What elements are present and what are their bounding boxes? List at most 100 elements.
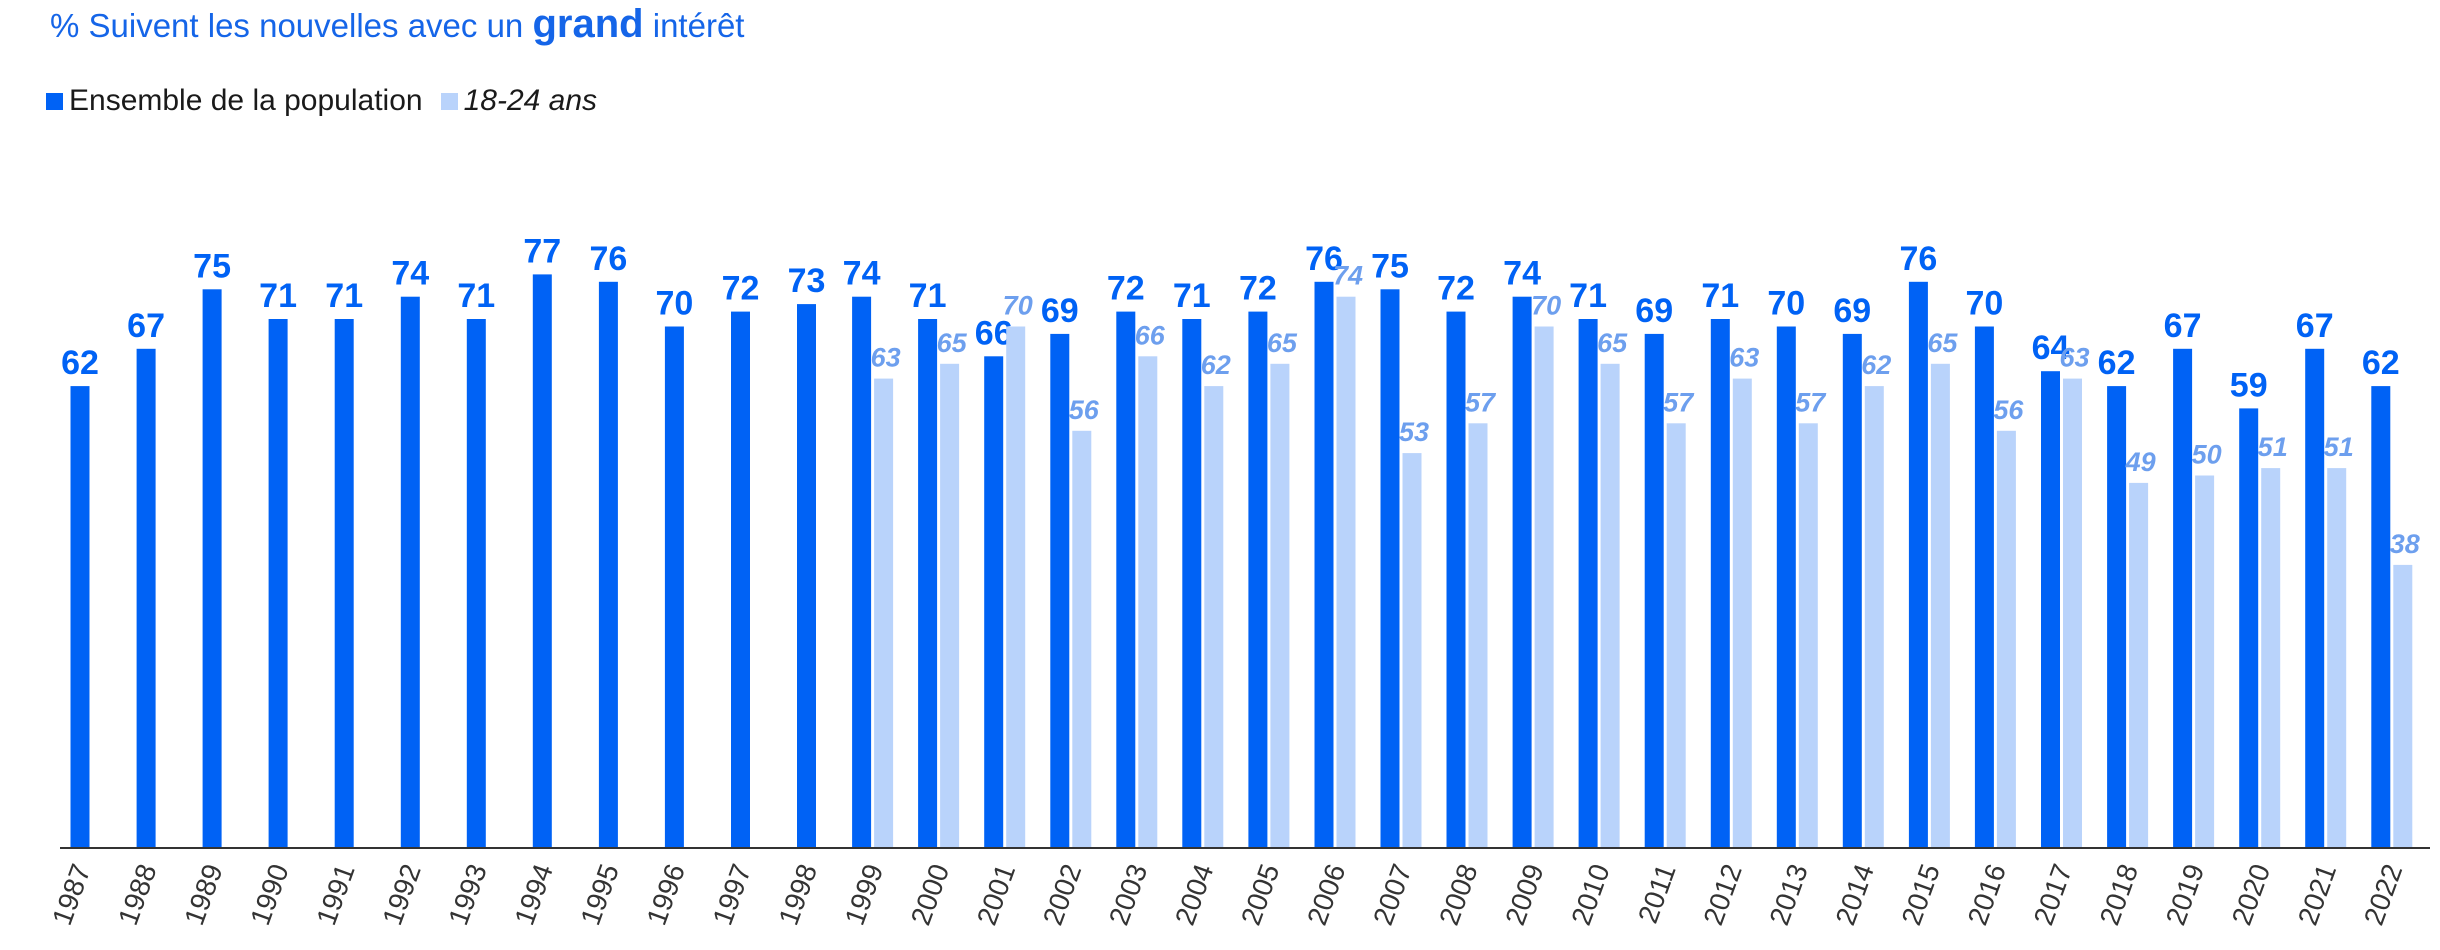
bar-all-2019 <box>2173 348 2193 848</box>
bar-all-1995 <box>598 281 618 848</box>
x-tick-label-2015: 2015 <box>1896 860 1946 929</box>
bar-all-2021 <box>2305 348 2325 848</box>
bar-all-2016 <box>1974 326 1994 848</box>
bar-all-2010 <box>1578 319 1598 848</box>
data-label-young-2019: 50 <box>2192 440 2222 470</box>
data-label-young-2010: 65 <box>1597 328 1628 358</box>
data-label-young-2021: 51 <box>2324 432 2354 462</box>
data-label-all-1987: 62 <box>61 344 99 382</box>
x-tick-label-2009: 2009 <box>1499 860 1549 929</box>
x-tick-label-2020: 2020 <box>2226 860 2276 929</box>
bar-young-2017 <box>2063 378 2082 848</box>
x-tick-label-2003: 2003 <box>1103 860 1153 929</box>
data-label-all-1988: 67 <box>127 307 165 345</box>
bar-young-2008 <box>1468 423 1488 848</box>
bar-young-2016 <box>1996 430 2016 848</box>
data-label-all-1993: 71 <box>457 277 495 315</box>
data-label-all-2016: 70 <box>1965 285 2003 323</box>
chart-title: % Suivent les nouvelles avec un grand in… <box>50 2 744 47</box>
x-tick-label-1987: 1987 <box>46 860 96 929</box>
bar-all-2002 <box>1050 333 1070 848</box>
chart-title-emphasis: grand <box>532 2 644 46</box>
data-label-all-1992: 74 <box>391 255 429 293</box>
bar-young-1999 <box>874 378 894 848</box>
bar-all-1996 <box>664 326 684 848</box>
bar-young-2014 <box>1864 386 1884 848</box>
data-label-young-2012: 63 <box>1729 343 1759 373</box>
data-label-all-2011: 69 <box>1635 292 1673 330</box>
bar-young-2013 <box>1798 423 1818 848</box>
bar-all-2001 <box>984 356 1004 848</box>
bar-all-2020 <box>2239 408 2259 848</box>
bar-all-2008 <box>1446 311 1466 849</box>
data-label-young-2007: 53 <box>1399 417 1429 447</box>
data-label-all-2015: 76 <box>1899 240 1937 278</box>
data-label-all-2008: 72 <box>1437 270 1475 308</box>
data-label-all-1997: 72 <box>722 270 760 308</box>
chart-legend: Ensemble de la population 18-24 ans <box>46 84 615 118</box>
x-tick-label-2014: 2014 <box>1829 860 1879 929</box>
data-label-all-1999: 74 <box>843 255 881 293</box>
data-label-young-2018: 49 <box>2125 447 2156 477</box>
bar-all-2017 <box>2041 371 2060 848</box>
data-label-young-2005: 65 <box>1267 328 1298 358</box>
data-label-all-2004: 71 <box>1173 277 1211 315</box>
data-label-young-2011: 57 <box>1663 387 1695 417</box>
x-tick-label-1995: 1995 <box>575 860 625 929</box>
chart-title-suffix: intérêt <box>643 7 745 44</box>
x-tick-label-1999: 1999 <box>839 860 889 929</box>
bar-all-2006 <box>1314 281 1334 848</box>
chart-title-prefix: % Suivent les nouvelles avec un <box>50 7 533 44</box>
bar-all-2018 <box>2107 386 2127 848</box>
x-tick-label-2022: 2022 <box>2358 860 2408 929</box>
legend-label-all: Ensemble de la population <box>69 84 423 117</box>
x-tick-label-1990: 1990 <box>244 860 294 929</box>
bar-all-2011 <box>1644 333 1664 848</box>
x-tick-label-2019: 2019 <box>2160 860 2210 929</box>
x-tick-label-1988: 1988 <box>112 860 162 929</box>
x-tick-label-2005: 2005 <box>1235 860 1285 929</box>
x-tick-label-2018: 2018 <box>2094 860 2144 929</box>
bar-all-2013 <box>1776 326 1796 848</box>
bar-all-1998 <box>797 304 816 849</box>
bar-young-2007 <box>1402 453 1422 848</box>
x-tick-label-1991: 1991 <box>310 860 360 929</box>
bar-young-2015 <box>1930 363 1950 849</box>
bar-young-2022 <box>2393 564 2413 848</box>
data-label-young-2015: 65 <box>1927 328 1958 358</box>
data-label-all-2005: 72 <box>1239 270 1277 308</box>
bar-young-2001 <box>1006 326 1026 848</box>
bar-all-2022 <box>2371 386 2391 848</box>
bar-all-1999 <box>852 296 872 848</box>
data-label-all-2020: 59 <box>2230 366 2268 404</box>
data-label-young-1999: 63 <box>871 343 901 373</box>
data-label-all-1990: 71 <box>259 277 297 315</box>
bar-all-1993 <box>466 319 486 848</box>
bar-all-1997 <box>731 311 750 849</box>
bar-all-1989 <box>202 289 222 849</box>
data-label-all-2000: 71 <box>909 277 947 315</box>
bar-all-2014 <box>1842 333 1862 848</box>
data-label-all-2013: 70 <box>1767 285 1805 323</box>
data-label-all-1996: 70 <box>655 285 693 323</box>
x-tick-label-1998: 1998 <box>773 860 823 929</box>
x-tick-label-1996: 1996 <box>641 860 691 929</box>
data-label-all-2018: 62 <box>2098 344 2136 382</box>
bar-young-2004 <box>1204 386 1224 848</box>
x-tick-label-2021: 2021 <box>2292 860 2342 929</box>
bar-young-2019 <box>2195 475 2215 848</box>
x-tick-label-2004: 2004 <box>1169 860 1219 929</box>
x-tick-label-1997: 1997 <box>707 860 757 929</box>
x-tick-label-1994: 1994 <box>508 860 558 929</box>
data-label-all-2009: 74 <box>1503 255 1541 293</box>
bar-young-2021 <box>2327 468 2347 848</box>
x-tick-label-2010: 2010 <box>1565 860 1615 929</box>
bar-all-1987 <box>70 386 90 848</box>
x-tick-label-2007: 2007 <box>1367 860 1417 929</box>
bar-young-2009 <box>1534 326 1554 848</box>
data-label-young-2013: 57 <box>1795 387 1827 417</box>
data-label-all-2012: 71 <box>1701 277 1739 315</box>
legend-item-all: Ensemble de la population <box>46 84 423 118</box>
data-label-young-2014: 62 <box>1861 350 1891 380</box>
